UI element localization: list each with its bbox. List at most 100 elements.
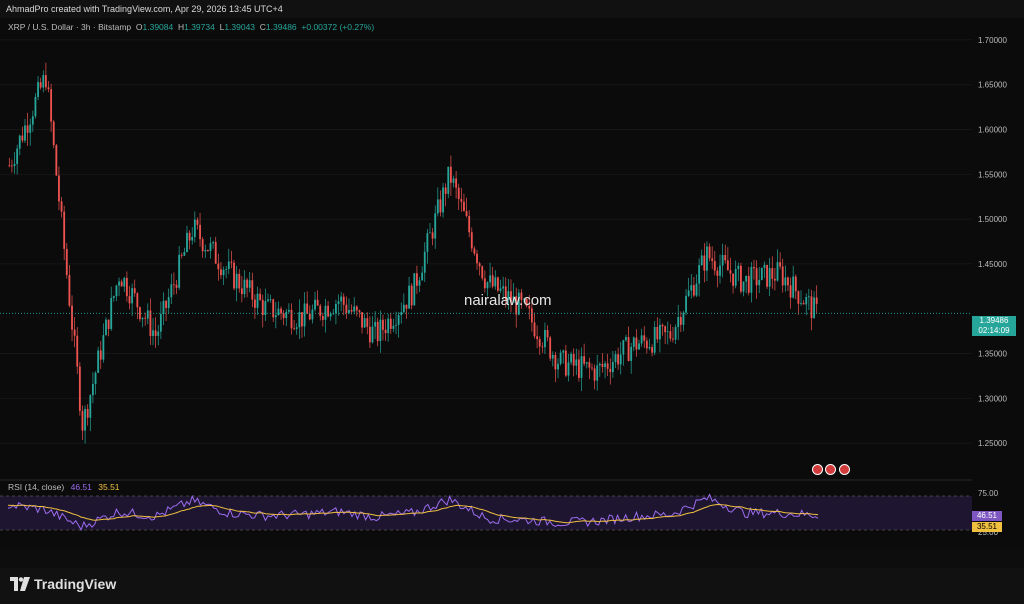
candle-body	[47, 87, 50, 90]
candle-body	[358, 310, 361, 313]
candle-body	[97, 350, 100, 373]
candle-body	[395, 324, 397, 326]
candle-body	[42, 75, 45, 88]
candle-body	[314, 299, 316, 310]
candle-body	[609, 368, 612, 373]
price-tick-label: 1.50000	[978, 215, 1007, 224]
change-value: +0.00372 (+0.27%)	[301, 22, 375, 32]
candle-body	[528, 305, 531, 309]
candle-body	[802, 302, 805, 305]
candle-body	[698, 265, 701, 284]
candle-body	[695, 283, 698, 296]
candle-body	[431, 232, 434, 239]
candle-body	[188, 232, 191, 241]
candle-body	[747, 275, 750, 293]
candle-body	[306, 303, 309, 314]
candle-body	[81, 410, 84, 431]
candle-body	[604, 363, 606, 367]
candle-body	[781, 266, 784, 286]
candle-body	[345, 304, 348, 313]
event-flag-icon[interactable]	[812, 464, 823, 475]
candle-body	[591, 367, 593, 369]
candle-body	[721, 255, 724, 266]
price-tick-label: 1.45000	[978, 260, 1007, 269]
candle-body	[199, 224, 201, 240]
event-flag-icon[interactable]	[825, 464, 837, 475]
watermark-text: nairalaw.com	[464, 292, 552, 309]
candle-body	[374, 321, 377, 327]
candle-body	[494, 277, 497, 287]
candle-body	[350, 309, 353, 312]
candle-body	[755, 268, 758, 286]
event-markers[interactable]	[812, 462, 850, 480]
rsi-ma-value: 35.51	[98, 482, 120, 492]
candle-body	[737, 265, 740, 270]
rsi-value: 46.51	[70, 482, 92, 492]
tradingview-logo[interactable]: TradingView	[10, 576, 116, 592]
open-value: 1.39084	[142, 22, 174, 32]
candle-body	[274, 315, 277, 318]
candle-body	[497, 277, 499, 291]
candle-body	[94, 372, 97, 384]
candle-body	[800, 302, 802, 304]
candle-body	[523, 298, 525, 300]
price-tick-label: 1.25000	[978, 439, 1007, 448]
candle-body	[614, 354, 617, 363]
candle-body	[619, 354, 622, 365]
candle-body	[520, 292, 523, 300]
candle-body	[687, 290, 690, 296]
candle-body	[261, 299, 264, 315]
candle-body	[643, 335, 646, 341]
candle-body	[797, 291, 800, 304]
candle-body	[99, 350, 102, 360]
price-axis[interactable]: 1.70000 1.65000 1.60000 1.55000 1.50000 1.450…	[972, 18, 1024, 548]
candle-body	[11, 165, 13, 167]
candle-body	[102, 335, 105, 360]
candle-body	[575, 359, 578, 366]
candle-body	[340, 296, 343, 302]
event-flag-icon[interactable]	[838, 464, 850, 475]
candle-body	[191, 237, 194, 241]
candle-body	[21, 135, 24, 141]
candle-body	[583, 356, 586, 364]
candle-body	[410, 285, 413, 306]
candle-body	[382, 319, 384, 330]
candle-body	[68, 274, 71, 306]
candle-body	[152, 330, 154, 337]
candle-body	[792, 276, 795, 298]
candle-body	[773, 278, 776, 281]
candle-body	[353, 306, 356, 312]
candle-body	[8, 165, 11, 167]
rsi-label[interactable]: RSI (14, close)	[8, 482, 65, 492]
candle-body	[546, 329, 549, 338]
candle-body	[753, 266, 755, 269]
candle-body	[201, 239, 204, 252]
symbol-name[interactable]: XRP / U.S. Dollar · 3h · Bitstamp	[8, 22, 132, 32]
candle-body	[50, 89, 53, 122]
candlestick-chart[interactable]: 28Feb5913172125Mar5913172125Apr591317212…	[0, 18, 972, 564]
candle-body	[541, 346, 544, 348]
candle-body	[750, 266, 753, 293]
price-tick-label: 1.30000	[978, 394, 1007, 403]
candle-body	[243, 279, 246, 295]
candle-body	[316, 299, 319, 306]
candle-body	[813, 297, 815, 319]
candle-body	[335, 303, 337, 314]
candle-body	[554, 354, 557, 370]
candle-body	[256, 293, 259, 308]
candle-body	[439, 199, 442, 213]
candle-body	[708, 246, 711, 259]
candle-body	[416, 273, 418, 286]
candle-body	[251, 280, 254, 300]
candle-body	[593, 368, 596, 381]
candle-body	[115, 285, 118, 297]
price-axis-ticks: 1.70000 1.65000 1.60000 1.55000 1.50000 1.450…	[978, 36, 1007, 537]
price-chart-area[interactable]: 28Feb5913172125Mar5913172125Apr591317212…	[0, 18, 972, 564]
candle-body	[400, 312, 403, 316]
candle-body	[645, 340, 648, 349]
low-value: 1.39043	[224, 22, 256, 32]
candle-body	[692, 285, 695, 296]
candle-body	[295, 327, 298, 329]
candle-body	[31, 116, 34, 125]
candle-body	[37, 82, 39, 97]
